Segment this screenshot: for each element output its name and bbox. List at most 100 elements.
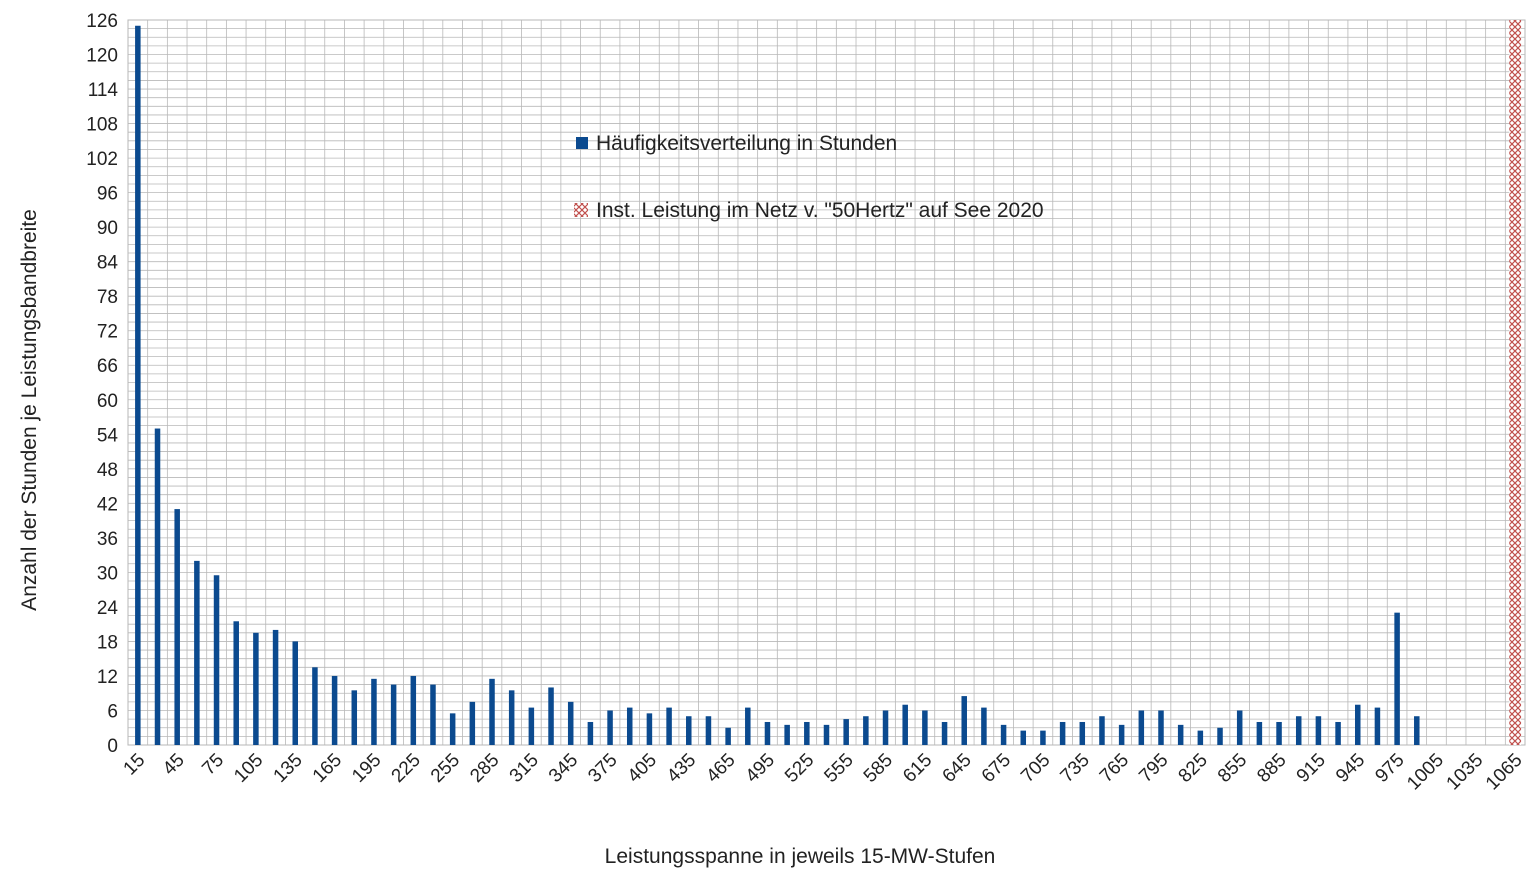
- x-tick-label: 705: [1017, 750, 1054, 787]
- bar-frequency: [351, 690, 358, 745]
- bar-frequency: [1374, 707, 1381, 745]
- x-tick-label: 975: [1371, 750, 1408, 787]
- y-tick-label: 48: [97, 460, 118, 481]
- bar-frequency: [174, 509, 180, 745]
- y-tick-label: 30: [97, 563, 118, 584]
- bar-frequency: [882, 710, 889, 745]
- bar-frequency: [390, 684, 397, 745]
- x-tick-label: 795: [1135, 750, 1172, 787]
- bar-frequency: [449, 713, 456, 745]
- bar-frequency: [804, 721, 810, 745]
- bar-frequency: [745, 707, 751, 745]
- x-tick-label: 435: [663, 750, 700, 787]
- x-tick-label: 1035: [1443, 750, 1488, 795]
- bar-frequency: [1059, 721, 1066, 745]
- bar-frequency: [823, 724, 830, 745]
- bar-frequency: [764, 721, 771, 745]
- y-tick-label: 114: [88, 80, 119, 101]
- x-tick-label: 105: [230, 750, 267, 787]
- x-tick-label: 945: [1332, 750, 1369, 787]
- y-tick-label: 42: [97, 494, 118, 515]
- bar-frequency: [863, 716, 869, 745]
- x-tick-label: 735: [1057, 750, 1094, 787]
- bar-frequency: [292, 641, 299, 745]
- bar-frequency: [253, 632, 259, 745]
- bar-frequency: [981, 707, 987, 745]
- legend-label-installed-capacity: Inst. Leistung im Netz v. "50Hertz" auf …: [596, 199, 1044, 222]
- bar-frequency: [607, 710, 613, 745]
- x-tick-label: 1005: [1403, 750, 1448, 795]
- bar-frequency: [489, 678, 495, 745]
- x-tick-label: 645: [939, 750, 976, 787]
- bar-frequency: [154, 428, 161, 745]
- bar-frequency: [1295, 716, 1302, 745]
- x-tick-label: 465: [702, 750, 739, 787]
- x-tick-label: 225: [388, 750, 425, 787]
- bar-frequency: [1177, 724, 1184, 745]
- bar-frequency: [508, 690, 515, 745]
- x-tick-label: 405: [624, 750, 661, 787]
- bar-frequency: [331, 675, 338, 745]
- y-tick-label: 96: [97, 184, 118, 205]
- y-axis-title: Anzahl der Stunden je Leistungsbandbreit…: [18, 209, 41, 611]
- bar-frequency: [371, 678, 377, 745]
- x-tick-label: 765: [1096, 750, 1133, 787]
- x-tick-label: 675: [978, 750, 1015, 787]
- y-tick-label: 36: [97, 529, 118, 550]
- bar-installed-capacity: [1509, 20, 1522, 745]
- x-tick-label: 1065: [1482, 750, 1527, 795]
- x-tick-label: 195: [348, 750, 385, 787]
- x-tick-label: 285: [466, 750, 503, 787]
- y-tick-label: 18: [97, 632, 118, 653]
- bar-frequency: [1256, 721, 1263, 745]
- y-tick-label: 126: [86, 11, 118, 32]
- y-axis-ticks: 0 6 12 18 24 30 36 42 48 54 60 66 72 78 84 90 96 102 108 11…: [86, 11, 118, 757]
- bars-group: [135, 20, 1522, 745]
- y-tick-label: 54: [97, 425, 119, 446]
- bar-frequency: [1335, 721, 1341, 745]
- bar-frequency: [1118, 724, 1125, 745]
- bar-frequency: [312, 667, 318, 745]
- bar-frequency: [1197, 730, 1204, 745]
- bar-frequency: [1040, 730, 1046, 745]
- bar-frequency: [843, 719, 849, 745]
- bar-frequency: [1236, 710, 1243, 745]
- bar-frequency: [272, 629, 279, 745]
- x-tick-label: 495: [742, 750, 779, 787]
- bar-frequency: [567, 701, 574, 745]
- y-tick-label: 60: [97, 391, 118, 412]
- bar-frequency: [1315, 716, 1322, 745]
- bar-frequency: [941, 721, 948, 745]
- y-tick-label: 90: [97, 218, 118, 239]
- x-tick-label: 825: [1175, 750, 1212, 787]
- y-tick-label: 120: [86, 46, 118, 67]
- bar-frequency: [705, 716, 712, 745]
- y-tick-label: 24: [97, 598, 119, 619]
- bar-frequency: [548, 687, 554, 745]
- y-tick-label: 102: [86, 149, 118, 170]
- bar-frequency: [469, 701, 476, 745]
- y-tick-label: 78: [97, 287, 118, 308]
- y-tick-label: 6: [107, 701, 118, 722]
- x-tick-label: 15: [120, 750, 150, 780]
- x-tick-label: 315: [506, 750, 543, 787]
- bar-frequency: [666, 707, 672, 745]
- x-tick-label: 915: [1293, 750, 1330, 787]
- x-axis-title: Leistungsspanne in jeweils 15-MW-Stufen: [605, 845, 996, 868]
- y-tick-label: 12: [97, 667, 118, 688]
- bar-frequency: [1079, 721, 1086, 745]
- y-tick-label: 84: [97, 253, 119, 274]
- y-tick-label: 0: [107, 736, 118, 757]
- x-tick-label: 555: [820, 750, 857, 787]
- x-tick-label: 885: [1253, 750, 1290, 787]
- legend: Häufigkeitsverteilung in Stunden Inst. L…: [574, 132, 1044, 222]
- bar-frequency: [587, 721, 594, 745]
- grid-lines: [127, 19, 1526, 746]
- bar-frequency: [784, 724, 790, 745]
- x-tick-label: 615: [899, 750, 936, 787]
- bar-frequency: [233, 621, 239, 745]
- bar-frequency: [961, 696, 967, 745]
- bar-frequency: [686, 716, 692, 745]
- x-tick-label: 375: [584, 750, 621, 787]
- x-tick-label: 75: [198, 750, 228, 780]
